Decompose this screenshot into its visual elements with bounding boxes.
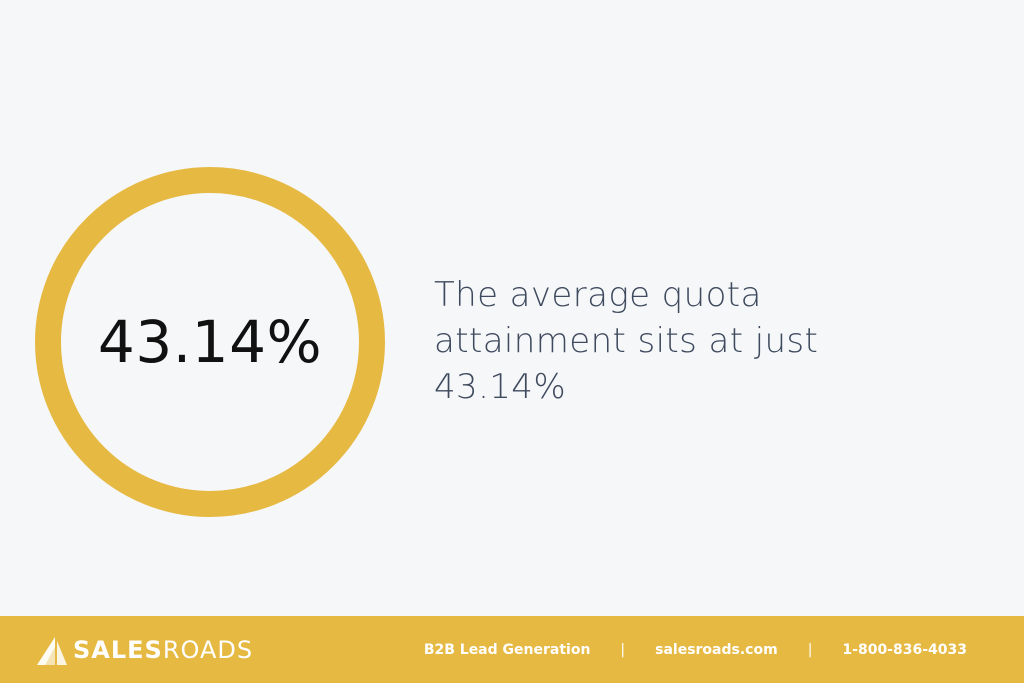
sail-icon (37, 637, 67, 665)
logo-wordmark: SALESROADS (73, 636, 253, 664)
stat-panel: 43.14% The average quota attainment sits… (35, 167, 819, 517)
salesroads-logo[interactable]: SALESROADS (35, 633, 253, 667)
footer-tagline: B2B Lead Generation (423, 641, 591, 658)
footer-phone-link[interactable]: 1-800-836-4033 (842, 641, 967, 658)
footer-contact: B2B Lead Generation | salesroads.com | 1… (424, 616, 967, 683)
footer-separator: | (620, 641, 626, 658)
footer-bar: SALESROADS B2B Lead Generation | salesro… (0, 616, 1024, 683)
stat-statement: The average quota attainment sits at jus… (434, 275, 819, 407)
footer-separator: | (807, 641, 813, 658)
stat-value: 43.14% (97, 308, 323, 376)
footer-website-link[interactable]: salesroads.com (655, 641, 778, 658)
logo-text-light: ROADS (162, 636, 254, 664)
stat-ring: 43.14% (35, 167, 385, 517)
logo-text-bold: SALES (73, 636, 163, 664)
